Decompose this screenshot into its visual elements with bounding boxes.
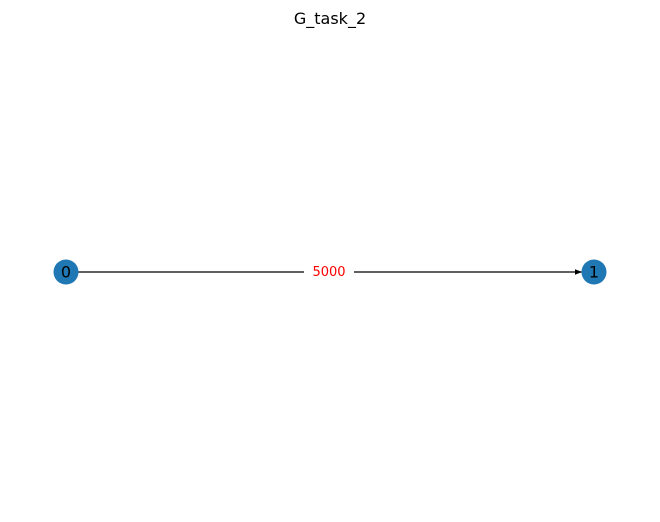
edge-0-1-weight-label: 5000: [312, 265, 345, 280]
edge-label-background: [304, 262, 354, 282]
node-0-label: 0: [61, 263, 71, 282]
node-1-label: 1: [589, 263, 599, 282]
node-0: [53, 259, 79, 285]
graph-title: G_task_2: [294, 9, 366, 29]
node-1: [581, 259, 607, 285]
